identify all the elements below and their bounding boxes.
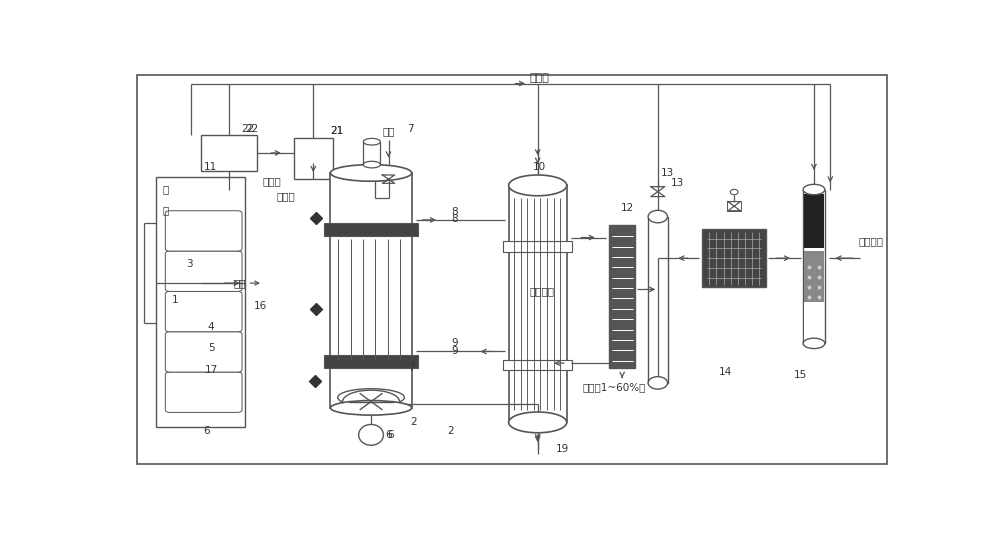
Bar	[804, 303, 824, 341]
Bar	[609, 225, 635, 368]
Text: 7: 7	[407, 124, 414, 134]
Text: 22: 22	[245, 124, 259, 134]
Text: 甲醇: 甲醇	[382, 126, 395, 136]
FancyBboxPatch shape	[165, 211, 242, 251]
Ellipse shape	[359, 424, 383, 445]
Text: 9: 9	[451, 346, 458, 356]
Ellipse shape	[338, 389, 404, 406]
Text: 16: 16	[254, 301, 267, 311]
Text: 空气: 空气	[233, 278, 246, 288]
Bar	[324, 223, 418, 237]
Text: 解析气: 解析气	[530, 73, 550, 83]
Text: 6: 6	[203, 426, 210, 436]
Bar	[804, 251, 824, 302]
Bar	[803, 190, 825, 343]
Bar	[503, 360, 572, 370]
Bar	[330, 173, 412, 408]
FancyBboxPatch shape	[165, 332, 242, 372]
Text: 12: 12	[621, 203, 634, 213]
Text: 9: 9	[451, 338, 458, 348]
Text: 目标产品: 目标产品	[858, 237, 883, 247]
Text: 甲醇（1~60%）: 甲醇（1~60%）	[583, 382, 646, 392]
Text: 7: 7	[408, 363, 415, 373]
Text: 8: 8	[451, 207, 458, 217]
Ellipse shape	[648, 377, 668, 389]
Text: 烟: 烟	[162, 185, 168, 194]
Ellipse shape	[330, 165, 412, 181]
Text: 解析气: 解析气	[263, 176, 282, 186]
Bar	[156, 177, 245, 427]
Ellipse shape	[363, 138, 380, 145]
Text: 囱: 囱	[162, 205, 168, 215]
Text: 21: 21	[330, 126, 343, 136]
Bar	[294, 138, 333, 179]
Bar	[201, 136, 257, 171]
Text: 2: 2	[447, 426, 454, 436]
Ellipse shape	[343, 390, 400, 413]
FancyBboxPatch shape	[165, 251, 242, 292]
Bar	[509, 185, 567, 422]
Text: 解析气: 解析气	[277, 191, 296, 201]
Text: 4: 4	[208, 322, 214, 332]
FancyBboxPatch shape	[165, 292, 242, 332]
Text: 5: 5	[208, 342, 214, 353]
Ellipse shape	[803, 184, 825, 195]
Bar	[363, 141, 380, 165]
Text: 13: 13	[661, 168, 674, 178]
Ellipse shape	[803, 338, 825, 349]
Ellipse shape	[730, 190, 738, 195]
Text: 22: 22	[242, 124, 255, 134]
Text: 13: 13	[671, 178, 684, 188]
Text: 11: 11	[204, 161, 217, 172]
Ellipse shape	[509, 175, 567, 196]
Bar	[804, 194, 824, 248]
Text: 17: 17	[204, 366, 218, 375]
Text: 8: 8	[451, 214, 458, 224]
Text: 导热介质: 导热介质	[529, 286, 554, 296]
Bar	[702, 229, 766, 287]
Bar	[503, 241, 572, 252]
FancyBboxPatch shape	[165, 372, 242, 413]
Text: 21: 21	[330, 126, 343, 136]
Ellipse shape	[509, 412, 567, 433]
Bar	[648, 217, 668, 383]
Text: 2: 2	[410, 417, 417, 427]
Text: 10: 10	[533, 161, 546, 172]
Text: 15: 15	[794, 369, 807, 380]
Text: 3: 3	[186, 259, 193, 269]
Text: 19: 19	[556, 444, 570, 455]
Ellipse shape	[363, 161, 380, 168]
Bar	[727, 201, 741, 211]
Text: 14: 14	[719, 368, 732, 377]
Bar	[324, 355, 418, 368]
Text: 6: 6	[387, 430, 394, 440]
Text: 1: 1	[172, 295, 179, 305]
Ellipse shape	[648, 210, 668, 223]
Text: 6: 6	[385, 430, 391, 440]
Ellipse shape	[330, 401, 412, 415]
